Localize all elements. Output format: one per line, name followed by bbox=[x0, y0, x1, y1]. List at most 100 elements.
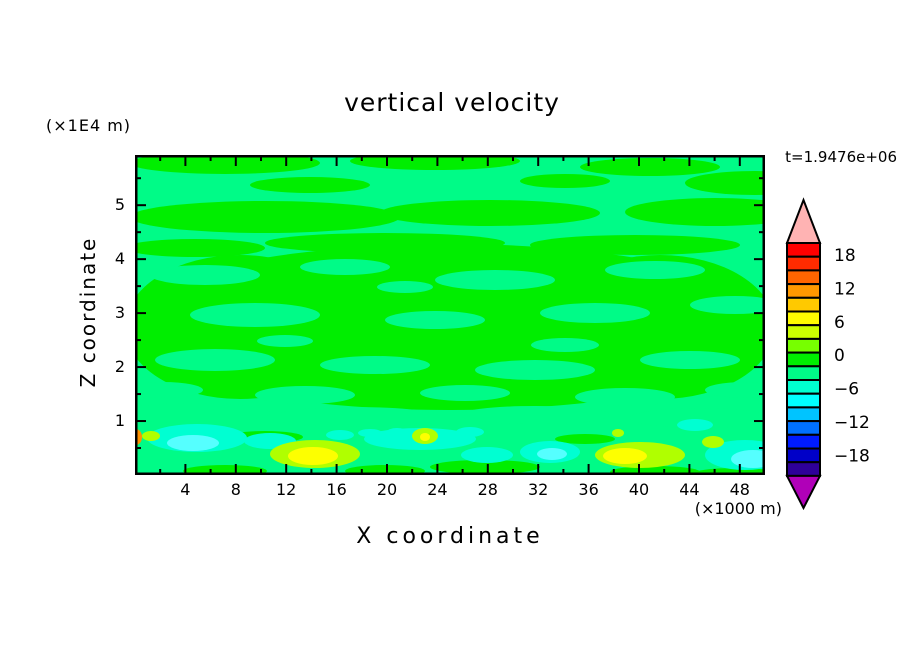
contour-region-spring bbox=[705, 382, 765, 398]
plot-title: vertical velocity bbox=[344, 88, 560, 117]
x-tick-label-24: 24 bbox=[427, 480, 448, 499]
colorbar-band bbox=[786, 269, 821, 286]
contour-region-spring bbox=[630, 408, 765, 428]
contour-region-spring bbox=[135, 382, 203, 398]
contour-field-canvas bbox=[135, 155, 765, 475]
contour-region-cyan bbox=[537, 448, 567, 460]
colorbar-label: 12 bbox=[834, 279, 856, 299]
time-annotation: t=1.9476e+06 bbox=[785, 148, 897, 166]
contour-region-green bbox=[685, 171, 765, 195]
x-tick-label-16: 16 bbox=[326, 480, 347, 499]
y-tick-label-5: 5 bbox=[114, 195, 125, 215]
contour-region-spring bbox=[320, 356, 430, 374]
colorbar-band bbox=[786, 351, 821, 368]
contour-region-green bbox=[250, 177, 370, 193]
x-tick-label-28: 28 bbox=[477, 480, 498, 499]
contour-region-spring bbox=[460, 406, 610, 424]
x-tick-label-8: 8 bbox=[230, 480, 241, 499]
contour-region-turquoise bbox=[677, 419, 713, 431]
contour-region-green bbox=[135, 239, 265, 257]
contour-region-spring bbox=[690, 296, 765, 314]
contour-region-green bbox=[350, 155, 520, 170]
colorbar-band bbox=[786, 337, 821, 354]
contour-region-spring bbox=[270, 407, 440, 427]
x-tick-label-32: 32 bbox=[528, 480, 549, 499]
colorbar-label: 0 bbox=[834, 346, 845, 366]
colorbar-label: −6 bbox=[834, 380, 859, 400]
contour-region-spring bbox=[435, 270, 555, 290]
contour-region-spring bbox=[575, 388, 675, 406]
colorbar-band bbox=[786, 324, 821, 340]
contour-region-chartreuse bbox=[142, 431, 160, 441]
colorbar-band bbox=[786, 406, 821, 423]
colorbar-band bbox=[786, 379, 821, 395]
colorbar-band bbox=[786, 296, 821, 313]
y-axis-title: Z coordinate bbox=[76, 236, 100, 388]
y-tick-label-2: 2 bbox=[114, 357, 125, 377]
x-tick-label-40: 40 bbox=[628, 480, 650, 499]
colorbar-band bbox=[786, 433, 821, 450]
contour-region-yellow bbox=[603, 448, 647, 464]
contour-region-spring bbox=[255, 386, 355, 404]
contour-region-spring bbox=[190, 303, 320, 327]
contour-region-yellow bbox=[288, 447, 338, 465]
contour-region-spring bbox=[475, 360, 595, 380]
contour-region-green bbox=[580, 158, 720, 176]
x-tick-label-4: 4 bbox=[180, 480, 191, 499]
x-tick-label-12: 12 bbox=[276, 480, 297, 499]
contour-region-turquoise bbox=[326, 430, 354, 440]
y-axis-units-label: (×1E4 m) bbox=[46, 116, 132, 135]
colorbar-band bbox=[786, 461, 821, 477]
contour-region-spring bbox=[605, 261, 705, 279]
contour-region-spring bbox=[420, 385, 510, 401]
contour-region-turquoise bbox=[456, 427, 484, 437]
colorbar-over-arrow bbox=[785, 197, 822, 244]
colorbar-label: −12 bbox=[834, 413, 870, 433]
contour-region-spring bbox=[640, 351, 740, 369]
colorbar-band bbox=[786, 420, 821, 436]
x-tick-label-20: 20 bbox=[376, 480, 398, 499]
y-axis-tick-labels: 1 2 3 4 5 bbox=[90, 155, 125, 475]
y-tick-label-4: 4 bbox=[114, 249, 125, 269]
x-axis-title: X coordinate bbox=[356, 524, 544, 549]
x-axis-units-label: (×1000 m) bbox=[694, 499, 782, 518]
colorbar-band bbox=[786, 242, 821, 258]
contour-region-spring bbox=[150, 265, 260, 285]
colorbar-band bbox=[786, 283, 821, 299]
contour-region-spring bbox=[135, 403, 270, 423]
contour-region-spring bbox=[377, 281, 433, 293]
x-tick-label-44: 44 bbox=[679, 480, 700, 499]
contour-region-cyan bbox=[731, 450, 765, 468]
x-tick-label-36: 36 bbox=[578, 480, 599, 499]
colorbar-band bbox=[786, 365, 821, 382]
colorbar-canvas: 18 12 6 0 −6 −12 −18 bbox=[785, 197, 870, 511]
contour-region-chartreuse bbox=[612, 429, 624, 437]
colorbar-band bbox=[786, 255, 821, 272]
contour-region-spring bbox=[531, 338, 599, 352]
colorbar-band bbox=[786, 392, 821, 409]
colorbar-band bbox=[786, 310, 821, 327]
colorbar-label: −18 bbox=[834, 446, 870, 466]
contour-region-yellow bbox=[420, 433, 430, 441]
colorbar-label: 6 bbox=[834, 313, 845, 333]
colorbar-band bbox=[786, 447, 821, 464]
colorbar-label: 18 bbox=[834, 246, 856, 266]
contour-region-green bbox=[520, 174, 610, 188]
contour-region-green bbox=[135, 155, 320, 174]
contour-region-spring bbox=[300, 259, 390, 275]
contour-region-green bbox=[625, 198, 765, 226]
colorbar-under-arrow bbox=[785, 474, 822, 511]
plot-area bbox=[135, 155, 765, 475]
contour-region-spring bbox=[385, 311, 485, 329]
contour-region-green bbox=[380, 200, 600, 226]
contour-region-green bbox=[530, 235, 740, 255]
x-axis-tick-labels: 4 8 12 16 20 24 28 32 36 40 44 48 bbox=[135, 481, 765, 501]
contour-region-spring bbox=[540, 303, 650, 323]
contour-region-green bbox=[135, 201, 400, 233]
contour-region-spring bbox=[155, 349, 275, 371]
contour-region-spring bbox=[257, 335, 313, 347]
y-tick-label-3: 3 bbox=[114, 303, 125, 323]
x-tick-label-48: 48 bbox=[729, 480, 750, 499]
contour-region-turquoise bbox=[461, 447, 513, 463]
contour-region-green bbox=[555, 434, 615, 444]
